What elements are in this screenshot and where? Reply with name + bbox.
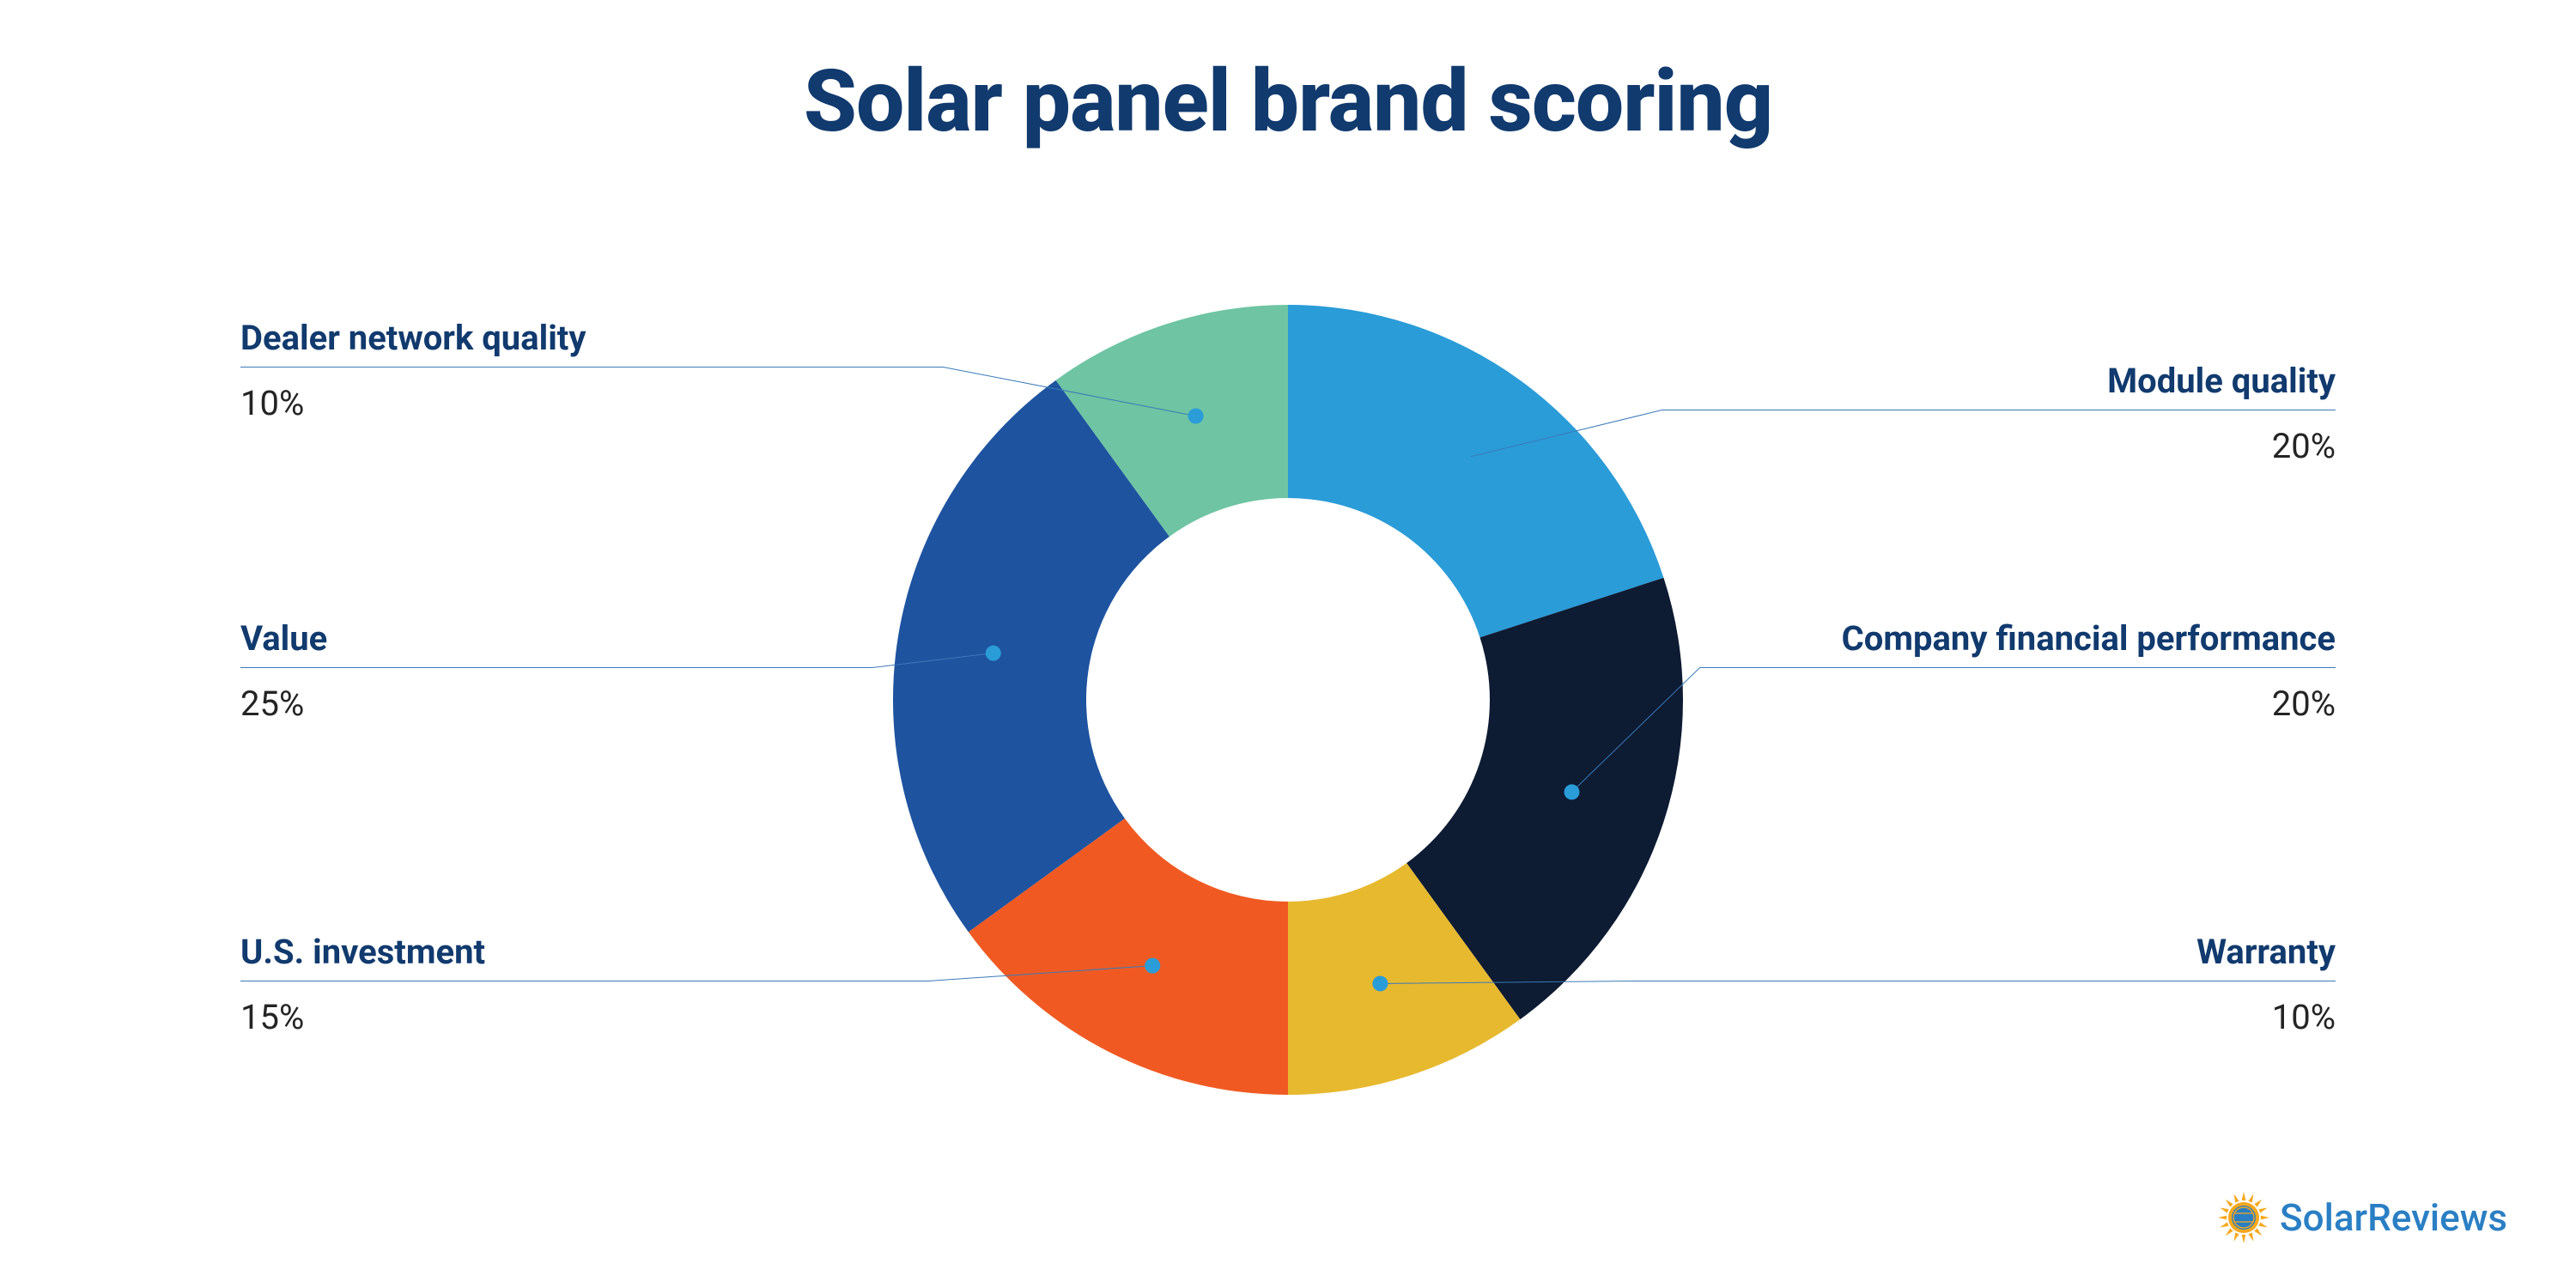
label-value: 10% bbox=[240, 368, 807, 423]
label-title: Warranty bbox=[1769, 932, 2336, 981]
label-us_investment: U.S. investment15% bbox=[240, 932, 807, 1037]
label-title: U.S. investment bbox=[240, 932, 807, 981]
label-value: 25% bbox=[240, 668, 807, 724]
sun-icon bbox=[2216, 1190, 2271, 1245]
label-company_financial: Company financial performance20% bbox=[1769, 618, 2336, 724]
label-value: 15% bbox=[240, 981, 807, 1037]
label-value: 20% bbox=[1769, 668, 2336, 724]
logo-text: SolarReviews bbox=[2280, 1195, 2507, 1240]
page-title: Solar panel brand scoring bbox=[0, 52, 2576, 152]
label-warranty: Warranty10% bbox=[1769, 932, 2336, 1037]
label-title: Module quality bbox=[1769, 361, 2336, 410]
segment-module_quality bbox=[1288, 305, 1663, 637]
donut-chart bbox=[876, 288, 1700, 1112]
label-module_quality: Module quality20% bbox=[1769, 361, 2336, 466]
label-title: Dealer network quality bbox=[240, 318, 807, 367]
label-dealer_network: Dealer network quality10% bbox=[240, 318, 807, 423]
label-value: Value25% bbox=[240, 618, 807, 724]
label-value: 10% bbox=[1769, 981, 2336, 1037]
title-text: Solar panel brand scoring bbox=[804, 52, 1772, 152]
label-title: Company financial performance bbox=[1769, 618, 2336, 667]
brand-logo: SolarReviews bbox=[2216, 1190, 2507, 1245]
label-value: 20% bbox=[1769, 410, 2336, 466]
label-title: Value bbox=[240, 618, 807, 667]
